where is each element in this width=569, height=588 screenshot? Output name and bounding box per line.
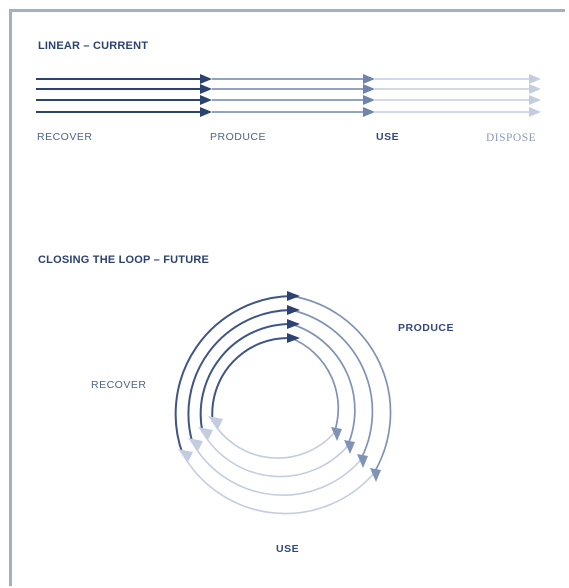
loop-stage-use: USE — [276, 543, 300, 555]
linear-arrowheads-use — [363, 74, 375, 117]
loop-arrowheads-lower-left — [178, 416, 223, 462]
loop-rings — [174, 295, 392, 515]
loop-arrowheads-lower-right — [331, 427, 381, 482]
loop-arrowheads-top — [287, 291, 300, 343]
linear-stage-produce: PRODUCE — [210, 131, 267, 143]
linear-arrowheads-produce — [200, 74, 212, 117]
linear-flow-lines — [36, 74, 541, 117]
linear-stage-use: USE — [376, 131, 400, 143]
linear-section-title: LINEAR – CURRENT — [38, 40, 149, 52]
linear-arrowheads-dispose — [529, 74, 541, 117]
linear-stage-recover: RECOVER — [37, 131, 93, 143]
linear-stage-dispose: DISPOSE — [486, 132, 537, 144]
loop-stage-produce: PRODUCE — [398, 322, 455, 334]
loop-stage-recover: RECOVER — [91, 379, 147, 391]
loop-section-title: CLOSING THE LOOP – FUTURE — [38, 254, 210, 266]
